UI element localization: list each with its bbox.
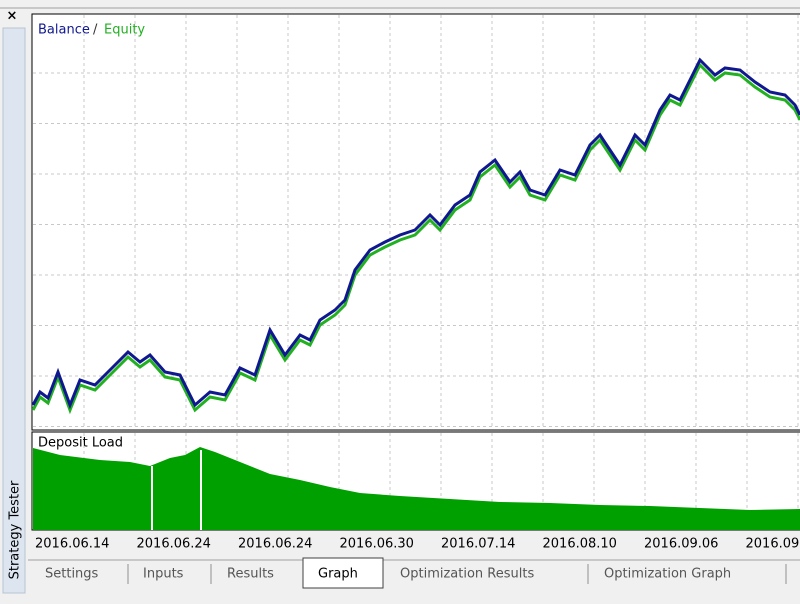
side-title: Strategy Tester [8, 480, 23, 579]
date-label: 2016.06.24 [137, 537, 211, 552]
date-label: 2016.07.14 [441, 537, 515, 552]
legend-equity: Equity [104, 23, 145, 38]
tab[interactable]: Settings [45, 567, 99, 582]
date-label: 2016.06.30 [340, 537, 414, 552]
date-label: 2016.09.06 [644, 537, 718, 552]
tabs: Settings Inputs Results Graph Optimization R… [45, 564, 786, 584]
tab[interactable]: Results [227, 567, 274, 582]
legend-separator: / [93, 23, 98, 38]
deposit-label: Deposit Load [38, 436, 123, 451]
date-label: 2016.08.10 [543, 537, 617, 552]
tab[interactable]: Optimization Graph [604, 567, 731, 582]
date-label: 2016.06.14 [35, 537, 109, 552]
date-label: 2016.09. [746, 537, 800, 552]
balance-panel [32, 14, 800, 430]
tab[interactable]: Inputs [143, 567, 184, 582]
tab[interactable]: Graph [318, 567, 358, 582]
tab[interactable]: Optimization Results [400, 567, 534, 582]
close-button[interactable]: × [7, 9, 18, 24]
legend-balance: Balance [38, 23, 90, 38]
date-label: 2016.06.24 [238, 537, 312, 552]
